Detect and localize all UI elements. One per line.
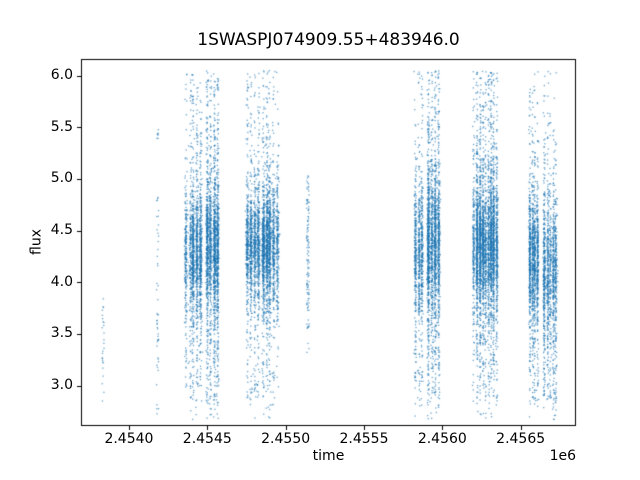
y-tick-label: 4.5 [50, 222, 73, 239]
y-tick-label: 3.5 [50, 325, 73, 342]
y-tick-label: 6.0 [50, 67, 73, 84]
y-tick-label: 3.0 [50, 377, 73, 394]
y-tick-label: 5.5 [50, 118, 73, 135]
x-axis-label: time [312, 448, 345, 464]
x-tick-label: 2.4545 [182, 431, 232, 447]
x-tick-label: 2.4555 [339, 431, 389, 447]
x-tick-label: 2.4540 [104, 431, 154, 447]
chart-title: 1SWASPJ074909.55+483946.0 [197, 30, 460, 50]
x-tick-label: 2.4550 [261, 431, 311, 447]
x-axis-offset-label: 1e6 [549, 448, 576, 464]
y-tick-label: 5.0 [50, 170, 73, 187]
x-tick-label: 2.4560 [417, 431, 467, 447]
y-tick-label: 4.0 [50, 273, 73, 290]
x-tick-label: 2.4565 [496, 431, 546, 447]
